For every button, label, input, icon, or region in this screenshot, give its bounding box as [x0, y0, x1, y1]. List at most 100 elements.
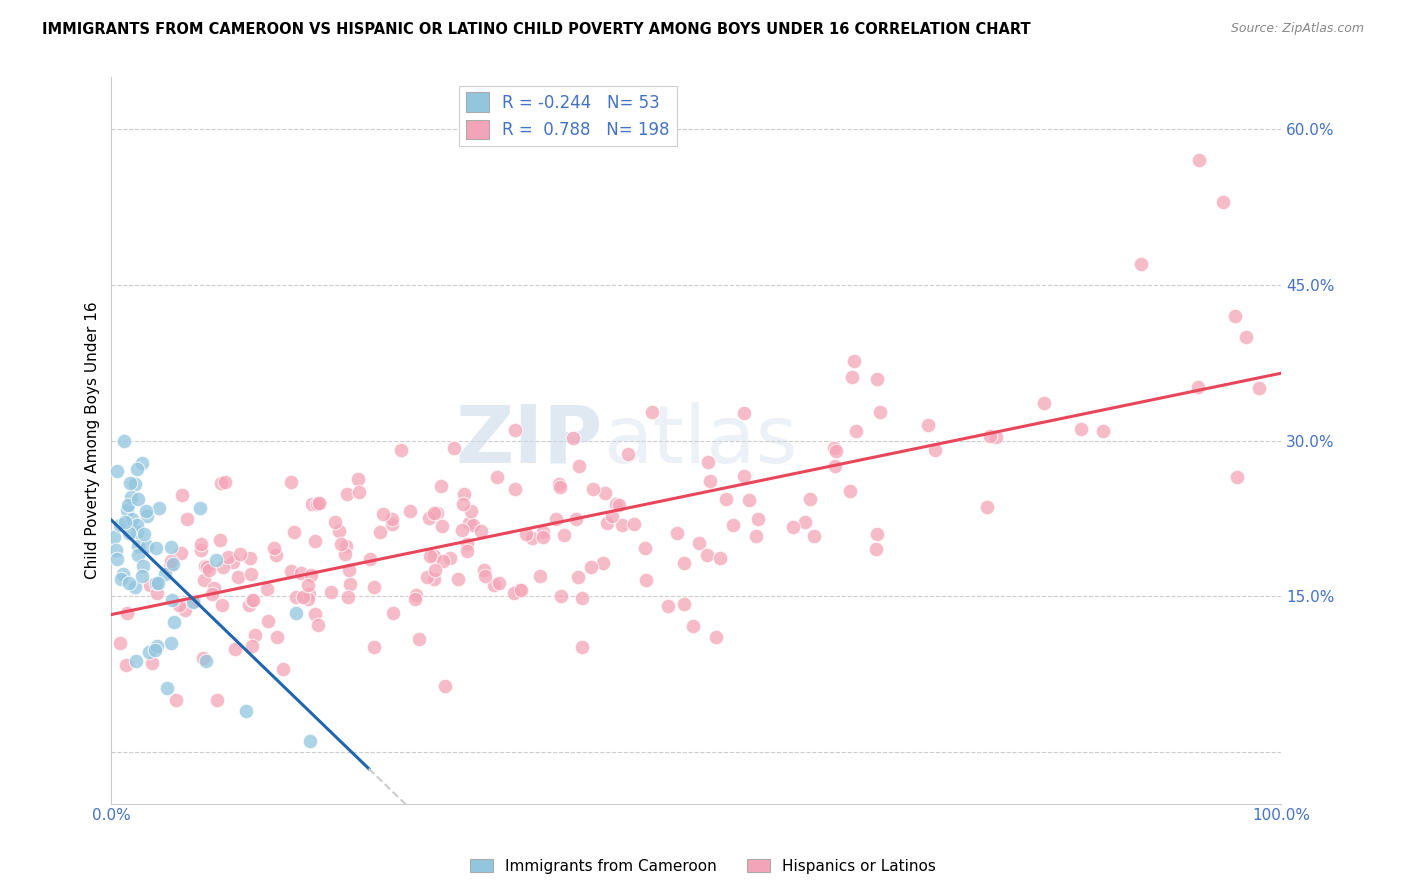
- Point: [425, 563, 447, 577]
- Point: [136, 509, 159, 524]
- Point: [299, 567, 322, 582]
- Legend: R = -0.244   N= 53, R =  0.788   N= 198: R = -0.244 N= 53, R = 0.788 N= 198: [458, 86, 676, 146]
- Point: [381, 517, 404, 532]
- Point: [266, 631, 288, 645]
- Point: [290, 566, 312, 580]
- Point: [105, 551, 128, 566]
- Point: [115, 503, 138, 517]
- Point: [120, 490, 142, 504]
- Point: [280, 564, 302, 578]
- Point: [118, 475, 141, 490]
- Point: [1070, 422, 1092, 436]
- Point: [488, 576, 510, 591]
- Point: [336, 487, 359, 501]
- Point: [170, 546, 193, 560]
- Point: [443, 441, 465, 455]
- Point: [193, 574, 215, 588]
- Point: [426, 507, 449, 521]
- Point: [145, 586, 167, 600]
- Point: [463, 518, 485, 533]
- Point: [156, 681, 179, 696]
- Point: [803, 529, 825, 543]
- Text: atlas: atlas: [603, 401, 797, 480]
- Point: [271, 662, 294, 676]
- Text: ZIP: ZIP: [456, 401, 603, 480]
- Point: [381, 512, 404, 526]
- Point: [582, 482, 605, 496]
- Point: [209, 476, 232, 491]
- Point: [159, 559, 181, 574]
- Point: [205, 553, 228, 567]
- Point: [595, 485, 617, 500]
- Point: [143, 643, 166, 657]
- Point: [682, 619, 704, 633]
- Point: [546, 512, 568, 526]
- Point: [457, 516, 479, 531]
- Point: [747, 512, 769, 526]
- Point: [704, 630, 727, 644]
- Point: [117, 606, 139, 620]
- Point: [665, 526, 688, 541]
- Point: [610, 517, 633, 532]
- Point: [239, 566, 262, 581]
- Point: [422, 506, 444, 520]
- Point: [298, 587, 321, 601]
- Point: [503, 482, 526, 496]
- Point: [127, 492, 149, 507]
- Point: [214, 475, 236, 489]
- Point: [456, 537, 478, 551]
- Point: [224, 641, 246, 656]
- Point: [198, 563, 221, 577]
- Point: [240, 592, 263, 607]
- Point: [547, 477, 569, 491]
- Point: [337, 563, 360, 577]
- Point: [347, 485, 370, 500]
- Point: [323, 516, 346, 530]
- Point: [617, 447, 640, 461]
- Point: [304, 534, 326, 549]
- Point: [869, 405, 891, 419]
- Point: [423, 572, 446, 586]
- Point: [976, 500, 998, 515]
- Point: [782, 520, 804, 534]
- Point: [398, 503, 420, 517]
- Point: [160, 554, 183, 568]
- Point: [721, 518, 744, 533]
- Point: [984, 430, 1007, 444]
- Text: IMMIGRANTS FROM CAMEROON VS HISPANIC OR LATINO CHILD POVERTY AMONG BOYS UNDER 16: IMMIGRANTS FROM CAMEROON VS HISPANIC OR …: [42, 22, 1031, 37]
- Point: [439, 550, 461, 565]
- Point: [381, 606, 404, 620]
- Point: [474, 568, 496, 582]
- Point: [1212, 194, 1234, 209]
- Point: [697, 455, 720, 469]
- Point: [799, 492, 821, 507]
- Point: [194, 558, 217, 573]
- Point: [408, 632, 430, 646]
- Point: [565, 512, 588, 526]
- Point: [793, 516, 815, 530]
- Point: [844, 354, 866, 368]
- Point: [191, 651, 214, 665]
- Point: [1033, 396, 1056, 410]
- Point: [242, 593, 264, 607]
- Point: [135, 540, 157, 554]
- Point: [336, 591, 359, 605]
- Point: [308, 496, 330, 510]
- Point: [737, 492, 759, 507]
- Point: [170, 488, 193, 502]
- Point: [190, 543, 212, 558]
- Point: [132, 558, 155, 573]
- Point: [470, 524, 492, 538]
- Point: [733, 468, 755, 483]
- Point: [550, 589, 572, 603]
- Point: [453, 487, 475, 501]
- Point: [696, 549, 718, 563]
- Point: [567, 570, 589, 584]
- Point: [623, 516, 645, 531]
- Point: [229, 548, 252, 562]
- Point: [118, 576, 141, 591]
- Point: [607, 498, 630, 512]
- Point: [284, 591, 307, 605]
- Point: [553, 528, 575, 542]
- Point: [127, 524, 149, 539]
